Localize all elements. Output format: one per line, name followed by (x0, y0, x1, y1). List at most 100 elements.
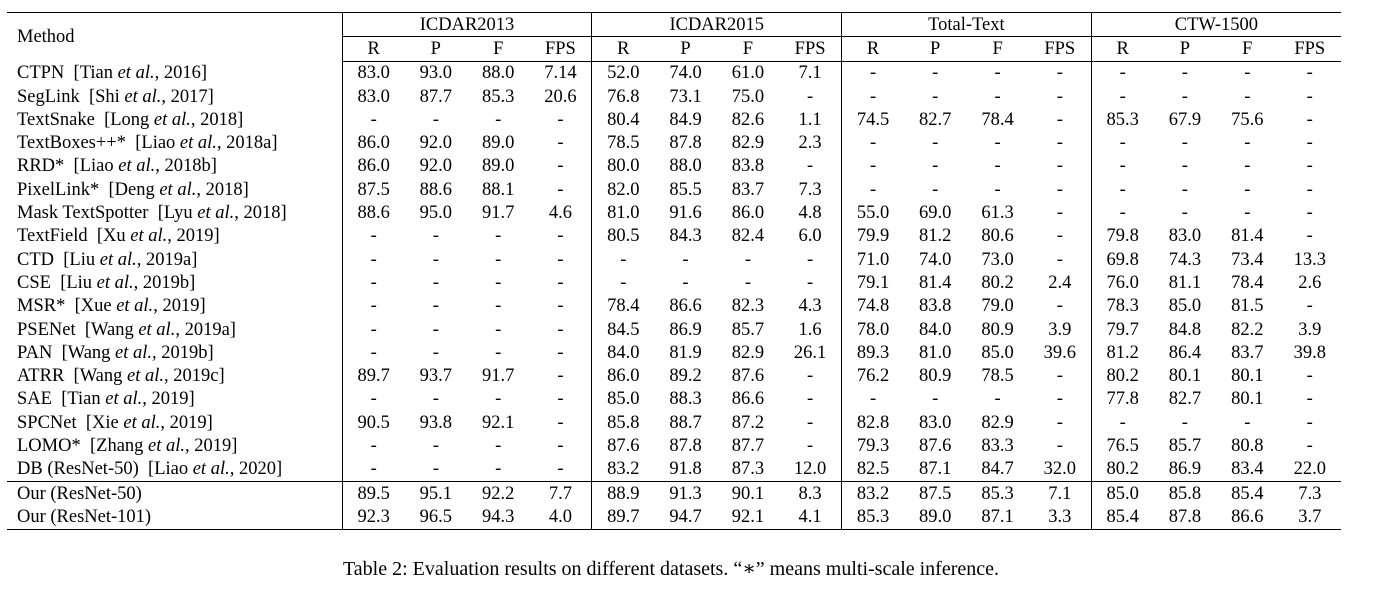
citation-etal: et al. (123, 412, 161, 433)
value-cell: - (370, 389, 377, 410)
table-row: RRD* [Liao et al., 2018b] 86.0 92.0 89.0-80… (7, 154, 1341, 179)
value-cell: - (1181, 63, 1188, 84)
value-cell: - (1181, 86, 1188, 107)
value-cell: 80.0 (607, 156, 640, 177)
value-cell: - (529, 411, 593, 435)
method-name: PAN (17, 342, 53, 363)
sub-header-p: P (654, 36, 717, 62)
value-cell: - (495, 109, 502, 130)
citation: [Liu et al., 2019b] (51, 273, 195, 293)
value-cell: - (1244, 203, 1251, 224)
sub-header-fps: FPS (1028, 36, 1092, 62)
value-cell: 87.1 (966, 505, 1029, 530)
value-cell: 79.7 (1106, 319, 1139, 340)
value-cell: 86.6 (1216, 505, 1279, 530)
value-cell: 61.3 (981, 203, 1014, 224)
value-cell: 83.2 (841, 480, 904, 506)
value-cell: - (495, 296, 502, 317)
value-cell: - (744, 249, 752, 270)
citation-etal: et al. (159, 179, 197, 200)
sub-header-fps: FPS (779, 36, 843, 62)
citation-author: [Wang (73, 366, 128, 387)
value-cell: - (1244, 179, 1251, 200)
method-name: TextField (17, 226, 88, 247)
value-cell: 76.0 (1106, 272, 1139, 293)
value-cell: 92.3 (342, 505, 405, 530)
value-cell: 83.0 (919, 412, 952, 433)
method-name: PixelLink* (17, 179, 100, 200)
citation-author: [Deng (108, 179, 160, 200)
value-cell: 7.14 (529, 61, 593, 85)
value-cell: - (495, 435, 502, 456)
value-cell: - (1244, 86, 1251, 107)
value-cell: - (1306, 156, 1313, 177)
method-header: Method (7, 12, 343, 62)
value-cell: - (1028, 131, 1092, 155)
value-cell: 83.7 (1231, 342, 1264, 363)
method-cell: CSE [Liu et al., 2019b] (7, 271, 343, 295)
value-cell: 83.0 (357, 86, 390, 107)
value-cell: 85.3 (482, 86, 515, 107)
value-cell: 86.4 (1168, 342, 1202, 363)
value-cell: 3.9 (1298, 319, 1322, 340)
value-cell: - (432, 272, 439, 293)
table-row: SegLink [Shi et al., 2017] 83.0 87.7 85.3 20… (7, 84, 1341, 109)
value-cell: 3.3 (1028, 505, 1092, 530)
value-cell: - (529, 317, 593, 342)
value-cell: 85.0 (1091, 480, 1154, 506)
value-cell: - (1028, 178, 1092, 202)
method-name: RRD* (17, 156, 65, 177)
value-cell: 81.5 (1231, 296, 1264, 317)
method-cell: ATRR [Wang et al., 2019c] (7, 364, 343, 388)
citation-author: [Zhang (89, 435, 149, 456)
table-row: LOMO* [Zhang et al., 2019] - - - -87.6 87.8 87… (7, 434, 1341, 458)
value-cell: 79.3 (856, 435, 890, 456)
table-row: CSE [Liu et al., 2019b] - - - - - - - -79.1 81.4 8… (7, 271, 1341, 295)
value-cell: 85.7 (1168, 435, 1202, 456)
citation-year: , 2019c] (164, 366, 225, 387)
value-cell: - (1119, 86, 1126, 107)
citation: [Xie et al., 2019] (77, 413, 213, 433)
value-cell: 69.8 (1106, 249, 1139, 270)
value-cell: 83.3 (981, 435, 1014, 456)
value-cell: 81.4 (1231, 226, 1264, 247)
value-cell: - (1306, 226, 1313, 247)
value-cell: 87.5 (903, 480, 967, 506)
value-cell: 88.1 (482, 179, 515, 200)
value-cell: - (432, 435, 439, 456)
citation-year: , 2019] (153, 296, 206, 317)
sub-header-f: F (1216, 36, 1279, 62)
value-cell: 7.1 (779, 61, 843, 85)
value-cell: 32.0 (1028, 457, 1092, 482)
value-cell: - (370, 272, 377, 293)
value-cell: - (1306, 435, 1313, 456)
value-cell: 80.1 (1168, 366, 1202, 387)
citation: [Deng et al., 2018] (99, 179, 249, 200)
value-cell: 87.6 (731, 366, 765, 387)
value-cell: 88.0 (669, 156, 702, 177)
value-cell: - (529, 434, 593, 458)
group-header-total-text: Total-Text (841, 11, 1092, 38)
value-cell: 89.5 (342, 480, 405, 506)
citation-year: , 2020] (229, 459, 283, 480)
value-cell: 82.7 (1168, 389, 1202, 410)
value-cell: 73.0 (981, 249, 1014, 270)
citation-year: , 2018] (196, 179, 249, 200)
citation-year: , 2019b] (133, 272, 196, 293)
method-cell: CTPN [Tian et al., 2016] (7, 61, 343, 85)
value-cell: - (370, 342, 377, 363)
value-cell: - (994, 63, 1001, 84)
citation-etal: et al. (105, 389, 143, 410)
citation-author: [Xie (85, 412, 124, 433)
value-cell: 89.0 (482, 156, 515, 177)
method-cell: Our (ResNet-50) (7, 480, 343, 506)
citation-year: , 2018] (190, 109, 244, 130)
value-cell: 7.3 (779, 178, 843, 202)
value-cell: 87.6 (607, 435, 640, 456)
value-cell: - (1306, 412, 1313, 433)
value-cell: - (495, 272, 502, 293)
value-cell: 87.5 (357, 179, 390, 200)
value-cell: - (1028, 224, 1092, 248)
value-cell: 88.7 (669, 412, 702, 433)
citation: [Lyu et al., 2018] (148, 203, 287, 223)
